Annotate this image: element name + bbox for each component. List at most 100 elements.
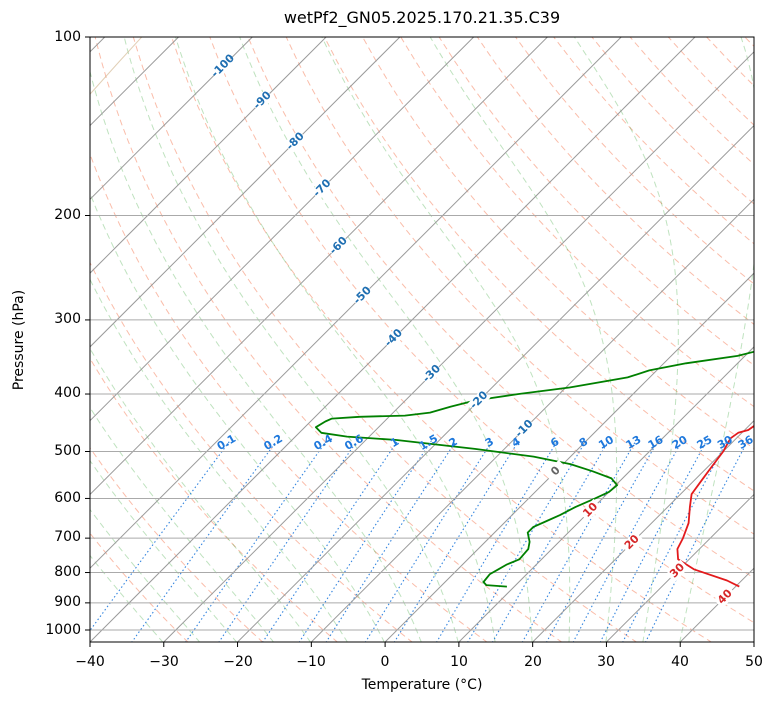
mixing-ratio-line xyxy=(218,440,358,642)
isotherm-label-bg xyxy=(211,54,235,78)
isotherm-line xyxy=(90,37,327,274)
moist-adiabat xyxy=(239,37,533,642)
moist-adiabat xyxy=(90,347,311,642)
isotherm-line xyxy=(458,346,754,642)
y-tick-label: 600 xyxy=(54,490,81,506)
mixing-ratio-label: 0.1 xyxy=(215,432,238,453)
x-tick-label: 40 xyxy=(671,654,689,670)
plot-frame xyxy=(89,36,755,643)
isotherm-line xyxy=(310,198,754,642)
isotherm-line xyxy=(163,51,754,642)
isotherm-label: -40 xyxy=(382,326,405,349)
moist-adiabat xyxy=(429,37,618,642)
isotherm-label-bg xyxy=(544,459,568,483)
x-tick-label: 30 xyxy=(597,654,615,670)
dry-adiabat xyxy=(90,152,488,642)
isotherm-line xyxy=(90,37,548,496)
moist-adiabat xyxy=(573,37,679,642)
dry-adiabat xyxy=(247,37,754,579)
dry-adiabat xyxy=(132,37,638,642)
dry-adiabat xyxy=(438,37,754,366)
mixing-ratio-line xyxy=(546,440,659,642)
mixing-ratio-line xyxy=(393,440,520,642)
isotherm-label-bg xyxy=(284,130,307,153)
isotherm-line xyxy=(679,567,754,642)
isotherm-label-bg xyxy=(513,417,536,441)
y-tick-label: 200 xyxy=(54,207,81,223)
mixing-ratio-line xyxy=(131,440,277,642)
dry-adiabat xyxy=(553,37,754,245)
isotherm-label-bg xyxy=(251,89,274,112)
moist-adiabat xyxy=(175,37,496,642)
isotherm-label: -100 xyxy=(208,51,237,80)
dry-adiabat xyxy=(94,37,563,642)
isotherm-label-bg xyxy=(666,559,689,583)
mixing-ratio-line xyxy=(90,440,231,632)
mixing-ratio-label: 20 xyxy=(670,433,690,452)
mixing-ratio-line xyxy=(325,440,457,642)
moist-adiabat xyxy=(90,508,201,642)
isotherm-label-bg xyxy=(620,531,644,554)
dry-adiabat xyxy=(515,37,754,285)
mixing-ratio-label: 25 xyxy=(695,433,715,452)
mixing-ratio-line xyxy=(436,440,558,642)
chart-title: wetPf2_GN05.2025.170.21.35.C39 xyxy=(283,8,561,27)
mixing-ratio-label: 1.5 xyxy=(417,432,440,453)
mixing-ratio-line xyxy=(645,440,749,642)
dry-adiabat xyxy=(90,261,413,642)
isotherm-label-bg xyxy=(310,177,334,200)
isotherm-line xyxy=(90,37,622,569)
dry-adiabat xyxy=(171,37,713,642)
moist-adiabat xyxy=(90,278,348,642)
mixing-ratio-label: 16 xyxy=(646,433,666,452)
moist-adiabat xyxy=(321,37,571,642)
isotherm-label-bg xyxy=(713,585,737,609)
mixing-ratio-line xyxy=(298,440,432,642)
sounding-line xyxy=(676,424,754,588)
moist-adiabat xyxy=(123,37,459,642)
dry-adiabat xyxy=(90,447,264,642)
y-tick-label: 500 xyxy=(54,443,81,459)
y-tick-label: 700 xyxy=(54,529,81,545)
mixing-ratio-line xyxy=(572,440,683,642)
x-tick-label: 50 xyxy=(745,654,763,670)
moist-adiabat xyxy=(90,459,238,642)
mixing-ratio-line xyxy=(492,440,609,642)
isotherm-line xyxy=(384,272,754,642)
x-axis-label: Temperature (°C) xyxy=(361,677,483,693)
mixing-ratio-label: 0.6 xyxy=(342,432,366,453)
isotherm-line xyxy=(90,37,475,422)
dry-adiabat xyxy=(90,357,339,642)
x-tick-label: −30 xyxy=(149,654,179,670)
x-tick-label: 10 xyxy=(450,654,468,670)
mixing-ratio-label: 1 xyxy=(388,435,401,450)
mixing-ratio-line xyxy=(599,440,708,642)
y-tick-label: 300 xyxy=(54,311,81,327)
mixing-ratio-label: 13 xyxy=(624,433,644,452)
isotherm-line xyxy=(236,124,754,642)
isotherm-line xyxy=(90,37,253,201)
isotherm-line xyxy=(90,37,401,348)
mixing-ratio-label: 30 xyxy=(715,433,735,452)
isotherm-label-bg xyxy=(382,326,406,350)
mixing-ratio-line xyxy=(521,440,637,642)
dry-adiabat xyxy=(706,37,754,87)
x-tick-label: 20 xyxy=(524,654,542,670)
y-tick-label: 1000 xyxy=(45,622,81,638)
x-tick-label: −40 xyxy=(75,654,105,670)
dry-adiabat xyxy=(323,37,754,492)
dry-adiabat xyxy=(476,37,754,325)
x-tick-label: −20 xyxy=(223,654,253,670)
dry-adiabat xyxy=(629,37,754,165)
y-tick-label: 900 xyxy=(54,594,81,610)
mixing-ratio-line xyxy=(364,440,493,642)
moist-adiabat xyxy=(90,406,275,642)
isotherm-label-bg xyxy=(327,234,350,258)
isotherm-label-bg xyxy=(420,362,444,386)
isotherm-label-bg xyxy=(351,284,374,307)
moist-adiabat xyxy=(679,37,754,642)
y-axis-label: Pressure (hPa) xyxy=(11,289,27,391)
mixing-ratio-line xyxy=(467,440,587,642)
isotherm-label-bg xyxy=(467,389,491,412)
